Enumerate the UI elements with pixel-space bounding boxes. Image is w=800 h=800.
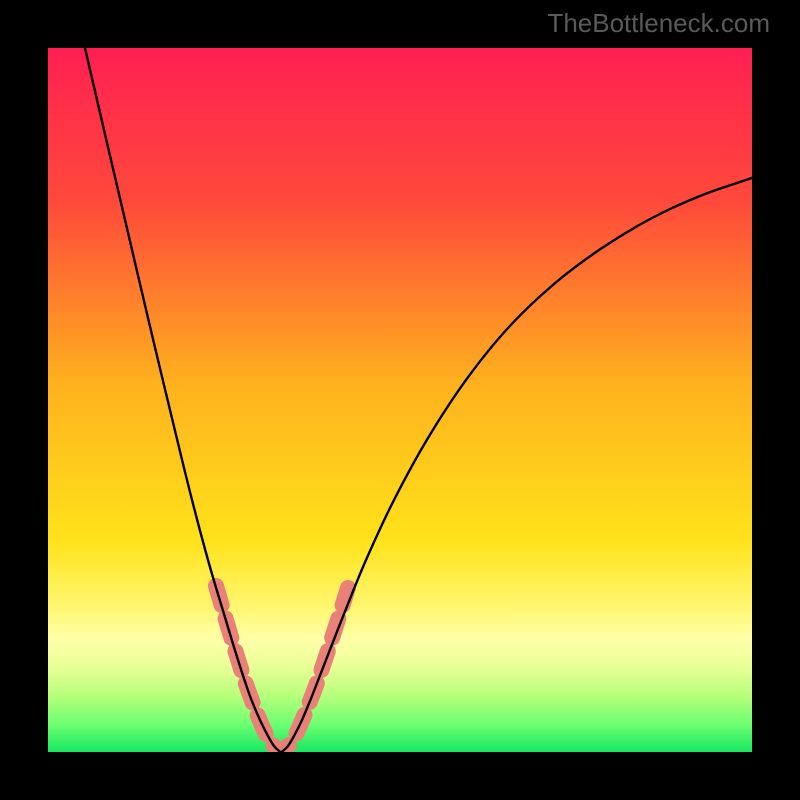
curve-layer bbox=[48, 48, 752, 752]
watermark-text: TheBottleneck.com bbox=[547, 8, 770, 39]
v-curve-path bbox=[85, 48, 752, 752]
plot-area bbox=[48, 48, 752, 752]
chart-container: TheBottleneck.com bbox=[0, 0, 800, 800]
dashed-highlight-path bbox=[216, 586, 348, 751]
